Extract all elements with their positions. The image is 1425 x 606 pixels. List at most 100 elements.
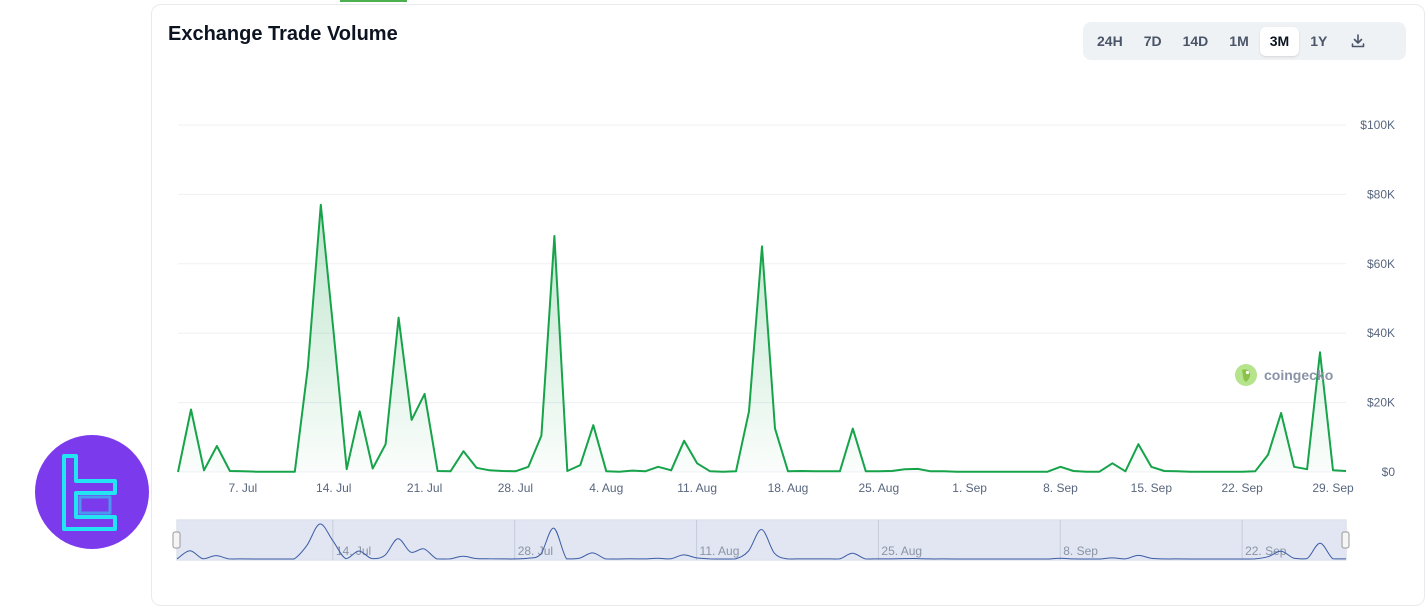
data-point [1149, 465, 1153, 469]
data-point [319, 203, 323, 207]
x-axis-ticks: 7. Jul 14. Jul 21. Jul 28. Jul 4. Aug 11. Aug… [229, 481, 1354, 495]
range-button-3m[interactable]: 3M [1259, 26, 1300, 56]
data-point [1162, 469, 1166, 473]
navigator-gridlines: 14. Jul 28. Jul 11. Aug 25. Aug 8. Sep 22. Se… [332, 520, 1287, 560]
data-point [1279, 411, 1283, 415]
data-point [773, 427, 777, 431]
navigator-handle-left[interactable] [172, 531, 181, 549]
data-point [189, 408, 193, 412]
data-point [1046, 470, 1050, 474]
navigator-tick-label: 14. Jul [336, 544, 371, 558]
range-button-24h[interactable]: 24H [1087, 27, 1133, 56]
data-point [487, 468, 491, 472]
data-point [254, 470, 258, 474]
range-button-1y[interactable]: 1Y [1300, 27, 1337, 56]
download-button[interactable] [1340, 27, 1376, 56]
x-tick-label: 28. Jul [498, 481, 533, 495]
data-point [306, 366, 310, 370]
data-point [799, 469, 803, 473]
range-navigator[interactable]: 14. Jul 28. Jul 11. Aug 25. Aug 8. Sep 22. Se… [172, 519, 1350, 561]
data-point [1305, 467, 1309, 471]
data-point [500, 469, 504, 473]
data-point [474, 466, 478, 470]
data-point [890, 469, 894, 473]
chart-canvas: $0 $20K $40K $60K $80K $100K 7. Jul 14. Jul 21.… [172, 118, 1396, 561]
data-point [1227, 470, 1231, 474]
data-point [981, 470, 985, 474]
time-range-selector: 24H 7D 14D 1M 3M 1Y [1083, 22, 1406, 60]
x-tick-label: 15. Sep [1131, 481, 1173, 495]
data-point [539, 434, 543, 438]
data-point [1084, 470, 1088, 474]
data-point [267, 470, 271, 474]
data-point [877, 469, 881, 473]
data-point [1175, 469, 1179, 473]
data-point [1007, 470, 1011, 474]
data-point [1201, 470, 1205, 474]
data-point [176, 470, 180, 474]
data-point [695, 461, 699, 465]
data-point [1071, 469, 1075, 473]
data-point [526, 465, 530, 469]
navigator-tick-label: 25. Aug [881, 544, 922, 558]
x-tick-label: 14. Jul [316, 481, 351, 495]
x-tick-label: 18. Aug [768, 481, 809, 495]
watermark-text: coingecko [1264, 367, 1334, 383]
navigator-tick-label: 11. Aug [700, 544, 740, 558]
data-point [371, 467, 375, 471]
range-button-14d[interactable]: 14D [1173, 27, 1219, 56]
data-point [423, 392, 427, 396]
data-point [462, 449, 466, 453]
y-tick-label: $100K [1360, 118, 1395, 132]
data-point [760, 244, 764, 248]
range-button-7d[interactable]: 7D [1134, 27, 1172, 56]
data-point [1344, 469, 1348, 473]
volume-series-line [177, 203, 1347, 473]
data-point [617, 470, 621, 474]
data-point [293, 470, 297, 474]
data-point [1188, 470, 1192, 474]
data-point [565, 469, 569, 473]
data-point [1033, 470, 1037, 474]
data-point [708, 469, 712, 473]
navigator-tick-label: 22. Sep [1245, 544, 1287, 558]
coingecko-watermark: coingecko [1234, 363, 1333, 387]
data-point [942, 469, 946, 473]
chart-title: Exchange Trade Volume [168, 23, 398, 45]
data-point [397, 316, 401, 320]
data-point [1058, 465, 1062, 469]
x-tick-label: 8. Sep [1043, 481, 1078, 495]
y-tick-label: $80K [1367, 187, 1395, 201]
data-point [280, 470, 284, 474]
chart-card [151, 4, 1425, 606]
y-tick-label: $20K [1367, 396, 1395, 410]
data-point [591, 423, 595, 427]
data-point [851, 427, 855, 431]
data-point [384, 442, 388, 446]
data-point [228, 469, 232, 473]
x-tick-label: 7. Jul [229, 481, 258, 495]
x-tick-label: 1. Sep [952, 481, 987, 495]
data-point [1318, 350, 1322, 354]
data-point [669, 468, 673, 472]
volume-area-fill [178, 204, 1346, 473]
download-icon [1352, 34, 1365, 48]
y-tick-label: $0 [1382, 465, 1396, 479]
data-point [929, 469, 933, 473]
data-point [552, 234, 556, 238]
data-point [202, 468, 206, 472]
gecko-logo-icon [1235, 364, 1257, 386]
data-point [838, 469, 842, 473]
navigator-selection[interactable] [177, 520, 1346, 560]
navigator-handle-right[interactable] [1341, 531, 1350, 549]
data-point [1331, 468, 1335, 472]
navigator-series-line [176, 523, 1347, 560]
brand-logo-icon [62, 454, 117, 531]
data-point [1123, 469, 1127, 473]
range-button-1m[interactable]: 1M [1219, 27, 1258, 56]
data-point [345, 467, 349, 471]
x-tick-label: 21. Jul [407, 481, 442, 495]
y-tick-label: $60K [1367, 257, 1395, 271]
data-point [1097, 470, 1101, 474]
data-point [1292, 465, 1296, 469]
